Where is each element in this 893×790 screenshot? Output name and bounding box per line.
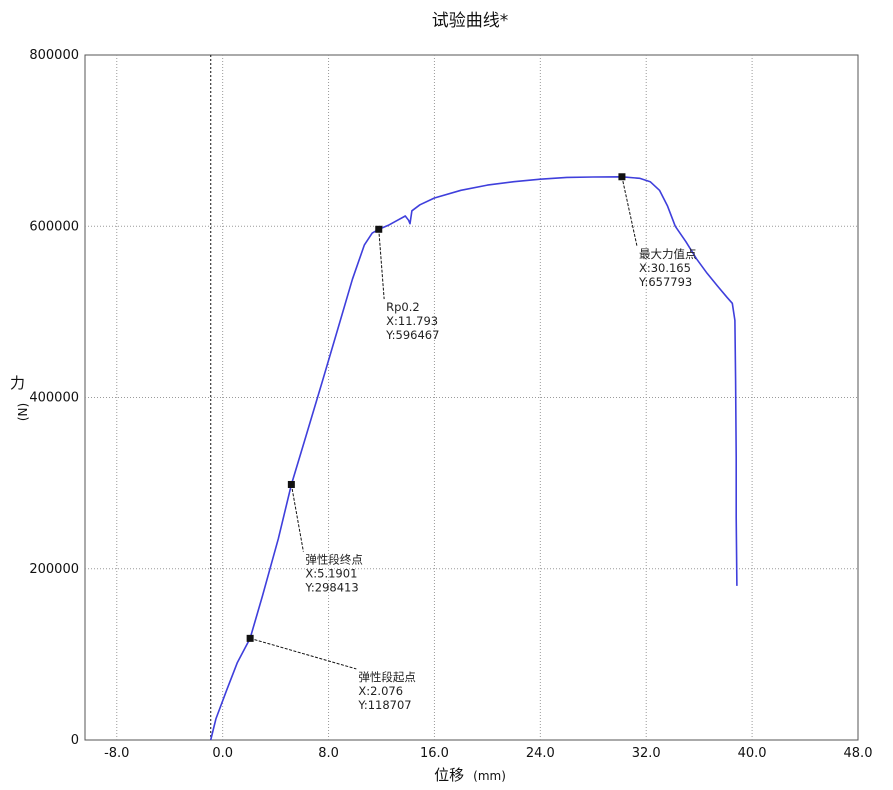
annotation-leader-line bbox=[249, 637, 357, 670]
x-axis-label-group: 位移 (mm) bbox=[434, 765, 506, 784]
annotation-marker bbox=[246, 634, 254, 642]
y-tick-label: 600000 bbox=[29, 219, 79, 234]
y-tick-label: 200000 bbox=[29, 562, 79, 577]
y-tick-label: 400000 bbox=[29, 391, 79, 406]
annotation-marker bbox=[375, 225, 383, 233]
x-axis-label: 位移 bbox=[434, 766, 464, 784]
x-tick-label: 32.0 bbox=[632, 746, 661, 761]
annotation-y-value: Y:118707 bbox=[357, 698, 411, 712]
annotation-leader-line bbox=[621, 176, 638, 247]
series-line-force-displacement bbox=[209, 176, 738, 741]
y-axis-unit: (N) bbox=[16, 403, 30, 421]
x-tick-label: 0.0 bbox=[212, 746, 233, 761]
chart-title: 试验曲线* bbox=[432, 11, 509, 31]
grid bbox=[85, 55, 858, 740]
x-tick-label: -8.0 bbox=[104, 746, 129, 761]
y-tick-label: 800000 bbox=[29, 48, 79, 63]
x-axis-unit: (mm) bbox=[473, 769, 506, 783]
y-tick-label: 0 bbox=[71, 733, 79, 748]
y-axis-label: 力 bbox=[10, 374, 25, 392]
annotation-x-value: X:11.793 bbox=[386, 314, 438, 328]
annotation-x-value: X:2.076 bbox=[358, 684, 403, 698]
x-tick-label: 24.0 bbox=[526, 746, 555, 761]
annotation-x-value: X:30.165 bbox=[639, 261, 691, 275]
x-tick-label: 48.0 bbox=[844, 746, 873, 761]
annotation-y-value: Y:298413 bbox=[304, 581, 358, 595]
annotation-name: Rp0.2 bbox=[386, 300, 420, 314]
annotation-name: 弹性段终点 bbox=[305, 553, 363, 567]
annotation-marker bbox=[618, 173, 626, 181]
annotation-leader-line bbox=[290, 484, 304, 552]
annotation-name: 弹性段起点 bbox=[358, 670, 416, 684]
annotation-x-value: X:5.1901 bbox=[305, 567, 357, 581]
x-tick-label: 40.0 bbox=[738, 746, 767, 761]
x-tick-label: 16.0 bbox=[420, 746, 449, 761]
annotation-name: 最大力值点 bbox=[639, 247, 697, 261]
plot-area bbox=[84, 54, 859, 741]
x-tick-labels: -8.0 0.0 8.0 16.0 24.0 32.0 40.0 48.0 bbox=[104, 746, 872, 761]
annotation-y-value: Y:657793 bbox=[638, 275, 692, 289]
y-tick-labels: 0 200000 400000 600000 800000 bbox=[29, 48, 79, 748]
x-tick-label: 8.0 bbox=[318, 746, 339, 761]
annotation-leader-line bbox=[378, 229, 385, 300]
annotation-y-value: Y:596467 bbox=[385, 328, 439, 342]
annotation-marker bbox=[287, 480, 295, 488]
